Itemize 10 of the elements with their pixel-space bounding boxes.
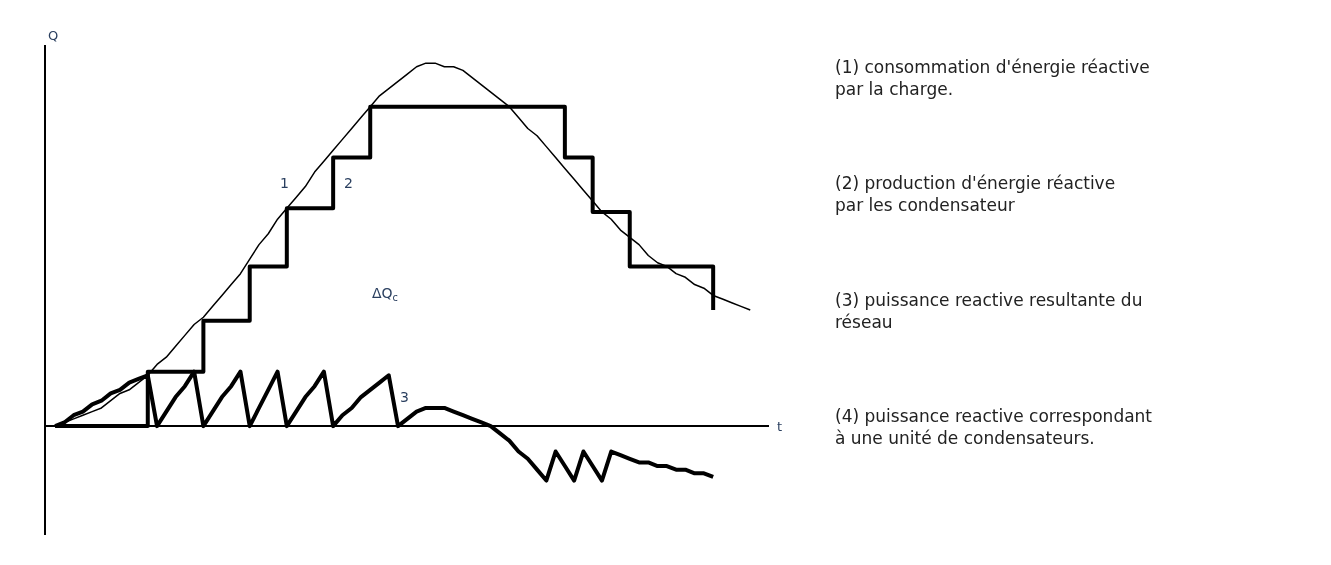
y-axis-title: Q	[48, 28, 59, 43]
text: (2) production d'énergie réactive par les condensateur	[835, 173, 1116, 216]
text: (4) puissance reactive correspondant à une unité de condensateurs.	[835, 406, 1153, 449]
text: (3) puissance reactive resultante du réseau	[835, 290, 1143, 333]
text: (1) consommation d'énergie réactive par la charge.	[835, 57, 1150, 100]
annotation: ΔQ$_{c}$	[372, 285, 398, 303]
annotation: 2	[344, 175, 353, 191]
x-axis-title: t	[777, 419, 783, 434]
annotation: 3	[400, 389, 409, 405]
annotation: 1	[280, 175, 289, 191]
